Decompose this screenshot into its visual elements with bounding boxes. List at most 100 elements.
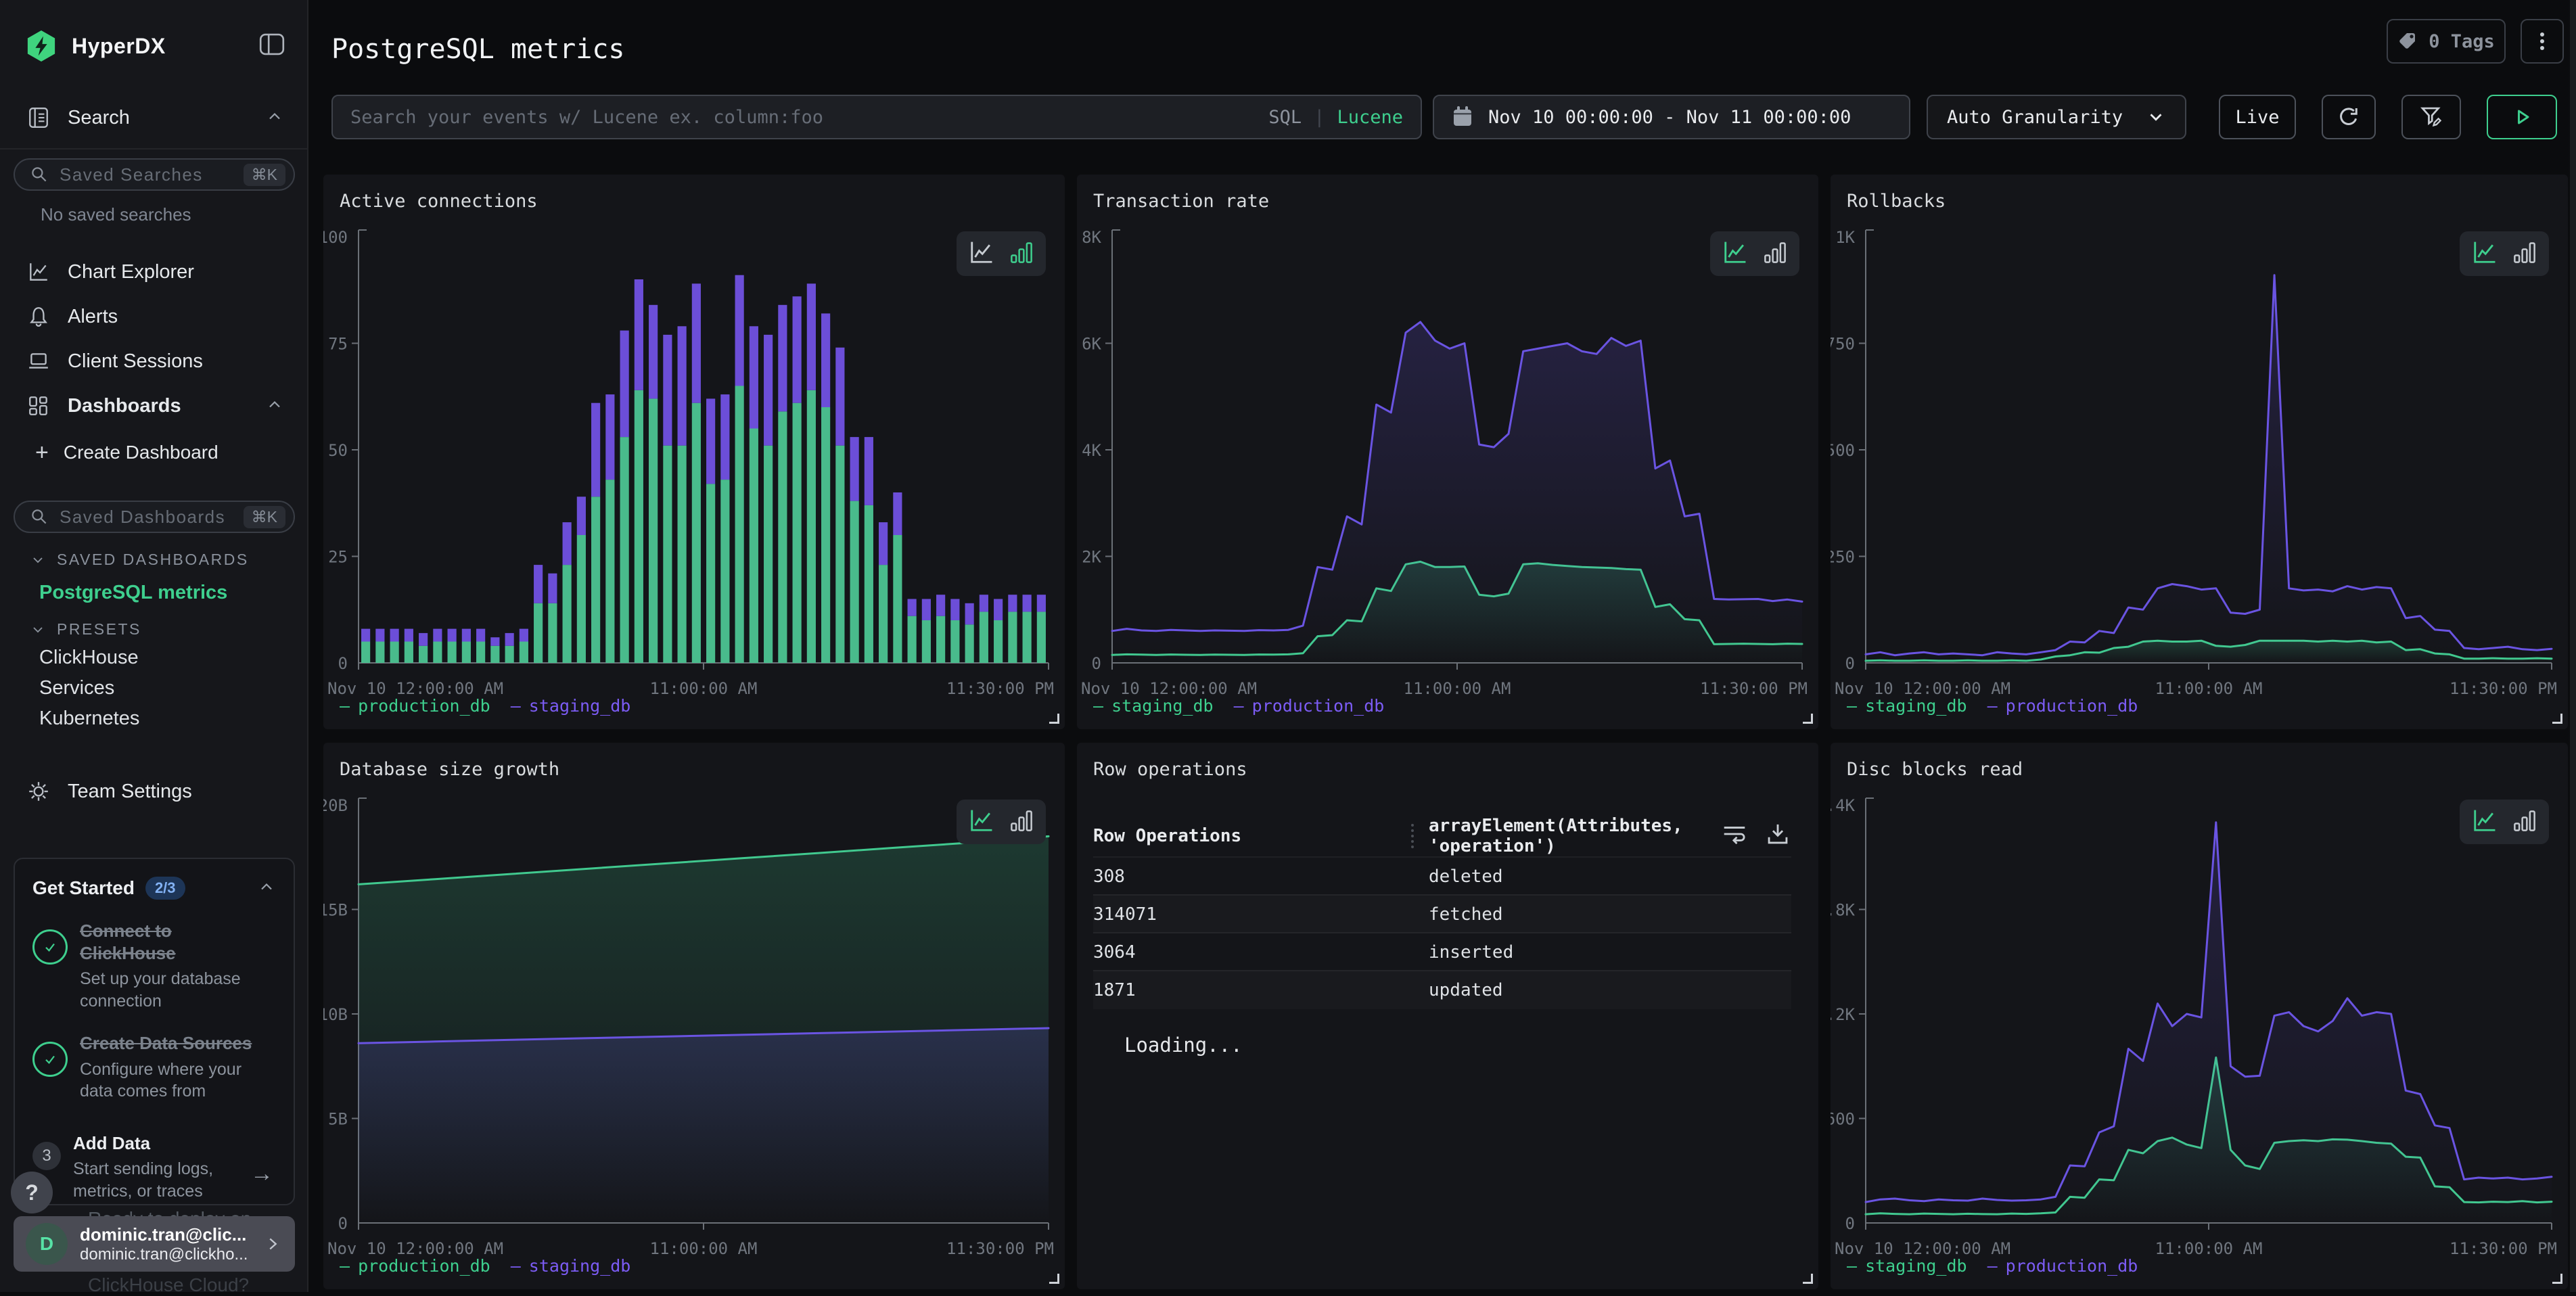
table-header: Row Operations arrayElement(Attributes, '… bbox=[1093, 816, 1791, 856]
granularity-select[interactable]: Auto Granularity bbox=[1927, 95, 2186, 139]
saved-searches-placeholder: Saved Searches bbox=[60, 164, 203, 185]
sidebar-item-client-sessions[interactable]: Client Sessions bbox=[0, 345, 308, 377]
live-button[interactable]: Live bbox=[2219, 95, 2296, 139]
sidebar-item-team-settings[interactable]: Team Settings bbox=[0, 775, 308, 808]
get-started-panel: Get Started 2/3 Connect to ClickHouse Se… bbox=[14, 858, 295, 1205]
sidebar-dashboard-postgresql-metrics[interactable]: PostgreSQL metrics bbox=[39, 582, 228, 603]
wrap-text-icon[interactable] bbox=[1721, 820, 1748, 852]
bar-chart-icon[interactable] bbox=[1763, 240, 1787, 268]
tags-label: 0 Tags bbox=[2429, 30, 2495, 52]
table-row[interactable]: 3064 inserted bbox=[1093, 932, 1791, 971]
table-col-header[interactable]: Row Operations bbox=[1093, 826, 1242, 846]
refresh-button[interactable] bbox=[2322, 95, 2376, 139]
table-row[interactable]: 1871 updated bbox=[1093, 970, 1791, 1009]
sidebar-preset-kubernetes[interactable]: Kubernetes bbox=[39, 708, 140, 729]
table-col-header[interactable]: arrayElement(Attributes, 'operation') bbox=[1429, 816, 1683, 856]
resize-handle[interactable] bbox=[2552, 714, 2562, 724]
chart-canvas[interactable]: 0 250 500 750 1K Nov 10 12:00:00 AM 11:00:00 A… bbox=[1831, 175, 2568, 729]
sidebar-item-label: Team Settings bbox=[68, 780, 192, 802]
resize-handle[interactable] bbox=[1049, 1274, 1059, 1284]
resize-handle[interactable] bbox=[1803, 714, 1813, 724]
bell-icon bbox=[30, 307, 47, 327]
svg-text:1.8K: 1.8K bbox=[1831, 901, 1856, 920]
kbd-shortcut: ⌘K bbox=[243, 505, 285, 528]
resize-handle[interactable] bbox=[1049, 714, 1059, 724]
legend-swatch: — bbox=[1847, 696, 1858, 716]
legend-item[interactable]: — production_db bbox=[340, 696, 490, 716]
chart-type-toggle bbox=[1710, 231, 1799, 276]
sql-toggle[interactable]: SQL bbox=[1268, 106, 1302, 128]
help-button[interactable]: ? bbox=[11, 1172, 53, 1213]
brand-row: HyperDX bbox=[0, 24, 308, 68]
sidebar-item-search[interactable]: Search bbox=[0, 101, 308, 134]
resize-handle[interactable] bbox=[2552, 1274, 2562, 1284]
date-range-picker[interactable]: Nov 10 00:00:00 - Nov 11 00:00:00 bbox=[1433, 95, 1910, 139]
legend-swatch: — bbox=[1093, 696, 1104, 716]
bar-chart-icon[interactable] bbox=[2512, 240, 2537, 268]
sidebar-item-chart-explorer[interactable]: Chart Explorer bbox=[0, 256, 308, 288]
svg-text:Nov 10 12:00:00 AM: Nov 10 12:00:00 AM bbox=[327, 679, 503, 698]
chart-canvas[interactable]: 0 600 1.2K 1.8K 2.4K Nov 10 12:00:00 AM 11:00:… bbox=[1831, 743, 2568, 1289]
section-saved-dashboards[interactable]: SAVED DASHBOARDS bbox=[30, 551, 249, 569]
get-started-item-add-data[interactable]: 3 Add Data Start sending logs, metrics, … bbox=[32, 1132, 276, 1203]
dashboard-menu-button[interactable] bbox=[2521, 19, 2564, 64]
bar-chart-icon[interactable] bbox=[1009, 808, 1034, 836]
legend-swatch: — bbox=[1987, 1256, 1998, 1276]
line-chart-icon[interactable] bbox=[2472, 239, 2498, 269]
sidebar-item-alerts[interactable]: Alerts bbox=[0, 300, 308, 333]
legend-label: staging_db bbox=[1111, 696, 1214, 716]
sidebar-preset-services[interactable]: Services bbox=[39, 677, 115, 699]
create-dashboard-button[interactable]: + Create Dashboard bbox=[35, 441, 218, 464]
line-chart-icon[interactable] bbox=[969, 239, 994, 269]
download-icon[interactable] bbox=[1764, 820, 1791, 852]
get-started-item-connect[interactable]: Connect to ClickHouse Set up your databa… bbox=[32, 920, 276, 1012]
sidebar-collapse-icon[interactable] bbox=[258, 32, 285, 60]
bar-chart-icon[interactable] bbox=[1009, 240, 1034, 268]
lucene-toggle[interactable]: Lucene bbox=[1337, 106, 1403, 128]
resize-handle[interactable] bbox=[1803, 1274, 1813, 1284]
chart-canvas[interactable]: 0 2K 4K 6K 8K Nov 10 12:00:00 AM 11:00:00 AM 11… bbox=[1077, 175, 1818, 729]
section-presets[interactable]: PRESETS bbox=[30, 620, 141, 639]
get-started-item-sources[interactable]: Create Data Sources Configure where your… bbox=[32, 1032, 276, 1103]
line-chart-icon[interactable] bbox=[2472, 808, 2498, 837]
legend-item[interactable]: — staging_db bbox=[1847, 696, 1967, 716]
table-cell: fetched bbox=[1429, 904, 1503, 925]
legend-item[interactable]: — staging_db bbox=[1847, 1256, 1967, 1276]
chevron-down-icon bbox=[2150, 114, 2162, 121]
table-row[interactable]: 314071 fetched bbox=[1093, 894, 1791, 933]
legend-item[interactable]: — staging_db bbox=[511, 696, 631, 716]
column-resize-handle[interactable] bbox=[1411, 824, 1414, 848]
line-chart-icon[interactable] bbox=[1722, 239, 1748, 269]
page-scrollbar[interactable] bbox=[2570, 0, 2576, 1292]
chart-type-toggle bbox=[2460, 231, 2549, 276]
svg-text:750: 750 bbox=[1831, 335, 1855, 354]
bar-chart-icon[interactable] bbox=[2512, 808, 2537, 836]
chart-canvas[interactable]: 0 25 50 75 100 Nov 10 12:00:00 AM 11:00:00 AM 1… bbox=[323, 175, 1065, 729]
sidebar-item-dashboards[interactable]: Dashboards bbox=[0, 390, 308, 422]
saved-dashboards-input[interactable]: Saved Dashboards ⌘K bbox=[14, 501, 295, 533]
user-menu[interactable]: D dominic.tran@clic... dominic.tran@clic… bbox=[14, 1216, 295, 1272]
run-query-button[interactable] bbox=[2487, 95, 2557, 139]
filter-button[interactable] bbox=[2401, 95, 2461, 139]
legend-item[interactable]: — production_db bbox=[1987, 696, 2138, 716]
chart-canvas[interactable]: 0 5B 10B 15B 20B Nov 10 12:00:00 AM 11:00:00 A… bbox=[323, 743, 1065, 1289]
refresh-icon bbox=[2340, 108, 2358, 125]
language-divider: | bbox=[1314, 106, 1325, 128]
legend-item[interactable]: — production_db bbox=[1234, 696, 1385, 716]
event-search-input[interactable]: Search your events w/ Lucene ex. column:… bbox=[331, 95, 1422, 139]
saved-searches-input[interactable]: Saved Searches ⌘K bbox=[14, 158, 295, 191]
tags-button[interactable]: 0 Tags bbox=[2387, 19, 2506, 64]
step-number-badge: 3 bbox=[32, 1141, 61, 1170]
legend-item[interactable]: — production_db bbox=[1987, 1256, 2138, 1276]
legend-item[interactable]: — staging_db bbox=[511, 1256, 631, 1276]
chevron-up-icon[interactable] bbox=[265, 107, 284, 129]
chart-card-disc-blocks-read: Disc blocks read 0 600 1.2K 1.8K 2.4K Nov 10 1… bbox=[1831, 743, 2568, 1289]
chevron-up-icon[interactable] bbox=[257, 877, 276, 900]
line-chart-icon[interactable] bbox=[969, 808, 994, 837]
svg-text:Nov 10 12:00:00 AM: Nov 10 12:00:00 AM bbox=[1835, 1239, 2010, 1258]
chevron-up-icon[interactable] bbox=[265, 395, 284, 417]
legend-item[interactable]: — staging_db bbox=[1093, 696, 1214, 716]
sidebar-preset-clickhouse[interactable]: ClickHouse bbox=[39, 647, 139, 668]
legend-item[interactable]: — production_db bbox=[340, 1256, 490, 1276]
table-row[interactable]: 308 deleted bbox=[1093, 856, 1791, 896]
